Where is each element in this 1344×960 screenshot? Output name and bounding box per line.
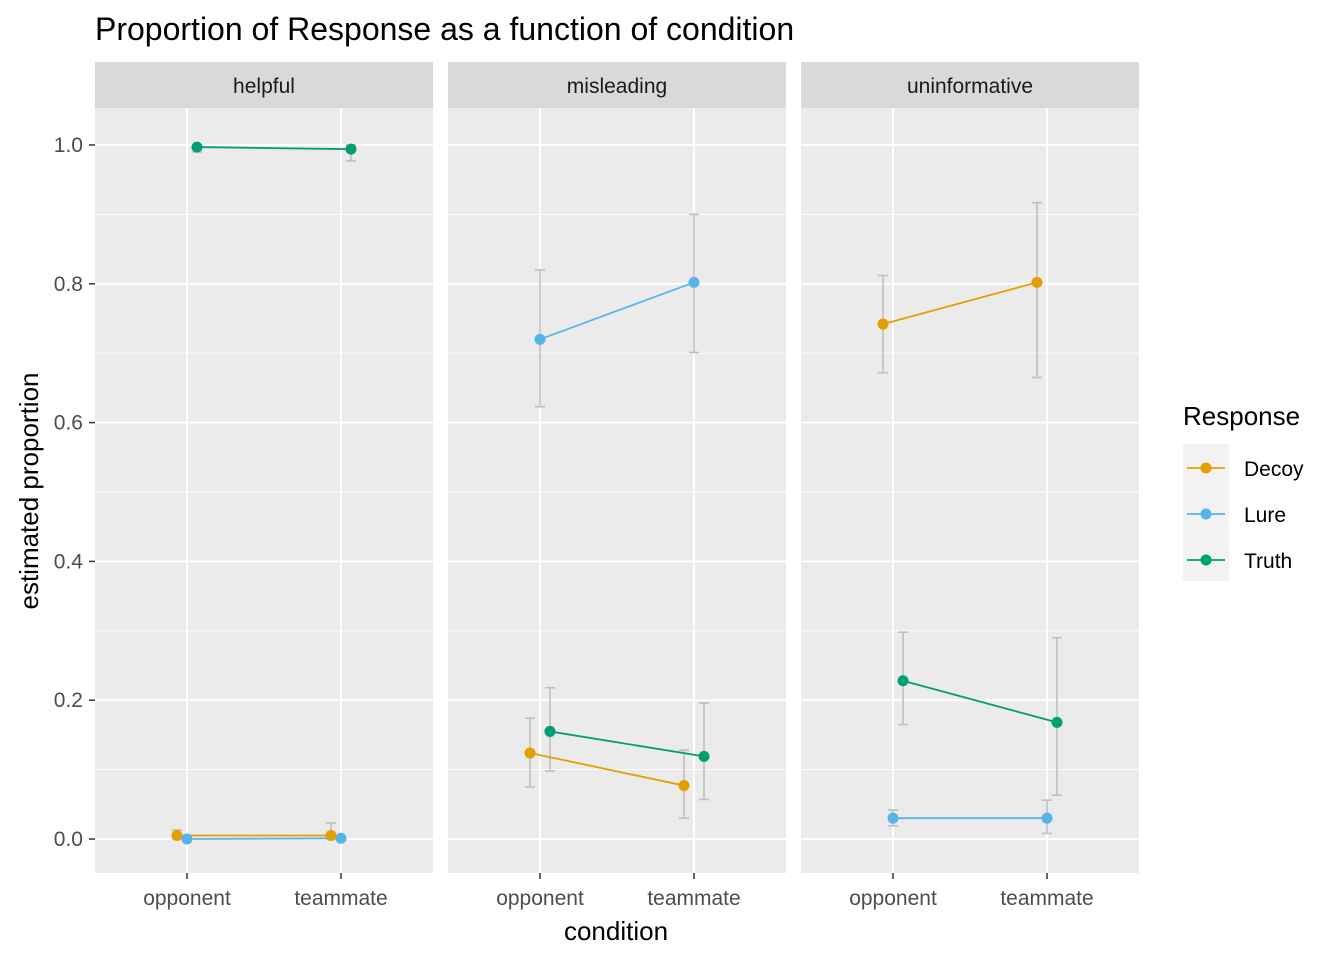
- legend-label: Truth: [1244, 550, 1292, 573]
- legend-label: Lure: [1244, 504, 1286, 527]
- legend: Response Decoy Lure Truth: [1183, 401, 1304, 581]
- legend-item-lure: Lure: [1187, 504, 1286, 527]
- data-point-lure: [887, 812, 899, 824]
- data-point-lure: [181, 833, 193, 845]
- y-tick-label: 0.0: [54, 828, 83, 851]
- data-point-truth: [1051, 716, 1063, 728]
- facet-label: helpful: [233, 75, 295, 98]
- facet-strip: [448, 62, 786, 108]
- facet-helpful: helpful opponent teammate 0.0 0.2 0.4 0.6 0.8 1.…: [54, 62, 433, 910]
- data-point-lure: [335, 832, 347, 844]
- chart-title: Proportion of Response as a function of …: [95, 11, 794, 47]
- legend-item-truth: Truth: [1187, 550, 1292, 573]
- data-point-lure: [688, 276, 700, 288]
- facet-uninformative: uninformative opponent teammate: [801, 62, 1139, 910]
- facet-misleading: misleading opponent teammate: [448, 62, 786, 910]
- facet-label: misleading: [567, 75, 667, 98]
- series-line-truth: [902, 679, 1058, 724]
- series-line-decoy: [529, 752, 685, 787]
- series-line-lure: [539, 281, 695, 341]
- legend-title: Response: [1183, 401, 1300, 431]
- legend-item-decoy: Decoy: [1187, 458, 1304, 481]
- data-point-truth: [698, 750, 710, 762]
- x-tick-label: opponent: [849, 887, 937, 910]
- error-bar-decoy: [1032, 201, 1042, 379]
- data-point-lure: [1041, 812, 1053, 824]
- legend-key-point: [1200, 462, 1212, 474]
- x-tick-label: teammate: [647, 887, 740, 910]
- x-tick-label: opponent: [143, 887, 231, 910]
- facet-strip: [95, 62, 433, 108]
- legend-key-point: [1200, 554, 1212, 566]
- error-bar-truth: [1052, 636, 1062, 797]
- x-tick-label: teammate: [1000, 887, 1093, 910]
- facet-strip: [801, 62, 1139, 108]
- data-point-truth: [897, 675, 909, 687]
- y-tick-label: 0.8: [54, 273, 83, 296]
- y-tick-label: 0.4: [54, 550, 84, 573]
- facet-panels: helpful opponent teammate 0.0 0.2 0.4 0.6 0.8 1.…: [54, 62, 1139, 910]
- series-line-truth: [196, 146, 352, 151]
- series-line-lure: [186, 837, 342, 840]
- x-axis-title: condition: [564, 916, 668, 946]
- data-point-decoy: [171, 830, 183, 842]
- legend-label: Decoy: [1244, 458, 1304, 481]
- data-point-decoy: [1031, 276, 1043, 288]
- legend-key-point: [1200, 508, 1212, 520]
- data-point-decoy: [678, 780, 690, 792]
- series-line-decoy: [882, 281, 1038, 325]
- data-point-truth: [191, 141, 203, 153]
- data-point-decoy: [524, 747, 536, 759]
- x-tick-label: opponent: [496, 887, 584, 910]
- y-tick-label: 0.2: [54, 689, 83, 712]
- data-point-lure: [534, 333, 546, 345]
- y-axis-title: estimated proportion: [14, 372, 44, 609]
- y-tick-label: 1.0: [54, 134, 83, 157]
- data-point-truth: [345, 143, 357, 155]
- panel-background: [801, 108, 1139, 873]
- y-tick-label: 0.6: [54, 412, 83, 435]
- data-point-truth: [544, 725, 556, 737]
- x-tick-label: teammate: [294, 887, 387, 910]
- facet-label: uninformative: [907, 75, 1033, 98]
- data-point-decoy: [325, 830, 337, 842]
- data-point-decoy: [877, 318, 889, 330]
- series-line-truth: [549, 730, 705, 758]
- panel-background: [95, 108, 433, 873]
- panel-background: [448, 108, 786, 873]
